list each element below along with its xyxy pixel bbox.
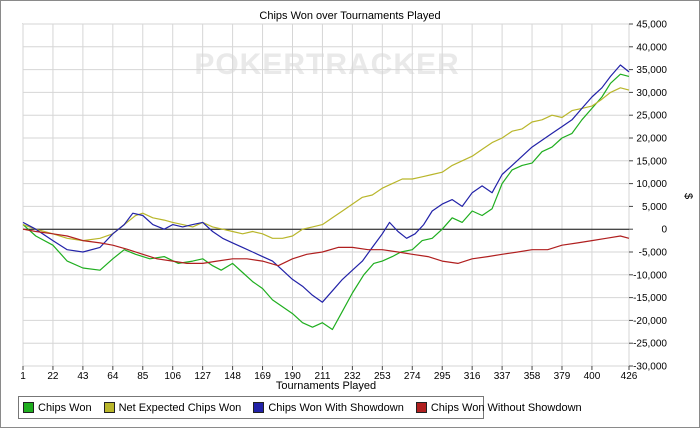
y-tick-label: 30,000 xyxy=(636,88,667,99)
legend-item-net-expected: Net Expected Chips Won xyxy=(103,401,242,414)
x-tick-label: 106 xyxy=(164,371,181,382)
grid-lines xyxy=(22,23,630,367)
x-axis-ticks: 1 22 43 64 85 106 127 148 169 190 211 232 253 274 295 3… xyxy=(20,366,638,382)
legend-item-chips-won: Chips Won xyxy=(23,402,92,414)
chart-title: Chips Won over Tournaments Played xyxy=(259,10,441,22)
series-line-chips-won-with-showdown xyxy=(22,64,630,303)
y-axis-title: $ xyxy=(682,193,694,199)
legend-swatch xyxy=(415,402,427,413)
legend-item-without-showdown: Chips Won Without Showdown xyxy=(415,401,582,414)
y-tick-label: -15,000 xyxy=(633,293,667,304)
legend-label: Net Expected Chips Won xyxy=(118,401,242,414)
x-tick-label: 43 xyxy=(77,371,89,382)
series-line-chips-won xyxy=(22,73,630,331)
legend-label: Chips Won With Showdown xyxy=(268,401,404,414)
series-lines xyxy=(22,64,630,331)
y-tick-label: 40,000 xyxy=(636,42,667,53)
x-tick-label: 22 xyxy=(47,371,59,382)
legend-swatch xyxy=(23,402,34,413)
legend-swatch xyxy=(253,402,265,413)
x-tick-label: 400 xyxy=(584,371,601,382)
x-tick-label: 358 xyxy=(524,371,541,382)
watermark: POKERTRACKER xyxy=(194,48,459,81)
y-tick-label: 10,000 xyxy=(636,179,667,190)
y-tick-label: 35,000 xyxy=(636,65,667,76)
x-tick-label: 127 xyxy=(194,371,211,382)
legend-label: Chips Won xyxy=(38,401,92,414)
x-tick-label: 169 xyxy=(254,371,271,382)
x-tick-label: 211 xyxy=(314,371,330,382)
x-tick-label: 426 xyxy=(621,371,638,382)
legend-label: Chips Won Without Showdown xyxy=(430,401,582,414)
legend-item-with-showdown: Chips Won With Showdown xyxy=(253,402,404,414)
y-tick-label: 20,000 xyxy=(636,134,667,145)
x-tick-label: 379 xyxy=(554,371,571,382)
legend-swatch xyxy=(103,402,115,413)
x-tick-label: 337 xyxy=(494,371,511,382)
y-tick-label: 45,000 xyxy=(636,20,667,31)
y-tick-label: -30,000 xyxy=(633,362,667,373)
x-tick-label: 85 xyxy=(137,371,149,382)
x-tick-label: 295 xyxy=(434,371,451,382)
y-tick-label: -20,000 xyxy=(633,316,667,327)
x-axis-title: Tournaments Played xyxy=(276,380,376,392)
series-line-chips-won-without-showdown xyxy=(22,228,630,267)
x-tick-label: 1 xyxy=(20,371,26,382)
y-tick-label: -10,000 xyxy=(633,270,667,281)
y-tick-label: 25,000 xyxy=(636,111,667,122)
y-axis-ticks: 45,000 40,000 35,000 30,000 25,000 20,000 15,0… xyxy=(629,20,667,373)
y-tick-label: 0 xyxy=(661,225,667,236)
x-tick-label: 274 xyxy=(404,371,421,382)
x-tick-label: 148 xyxy=(224,371,241,382)
y-tick-label: 5,000 xyxy=(642,202,667,213)
y-tick-label: -25,000 xyxy=(633,339,667,350)
x-tick-label: 232 xyxy=(344,371,361,382)
y-tick-label: -5,000 xyxy=(639,248,668,259)
x-tick-label: 64 xyxy=(107,371,119,382)
y-tick-label: 15,000 xyxy=(636,156,667,167)
x-tick-label: 316 xyxy=(464,371,481,382)
legend: Chips Won Net Expected Chips Won Chips W… xyxy=(18,396,582,419)
series-line-net-expected-chips-won xyxy=(22,87,630,242)
x-tick-label: 190 xyxy=(284,371,301,382)
x-tick-label: 253 xyxy=(374,371,391,382)
